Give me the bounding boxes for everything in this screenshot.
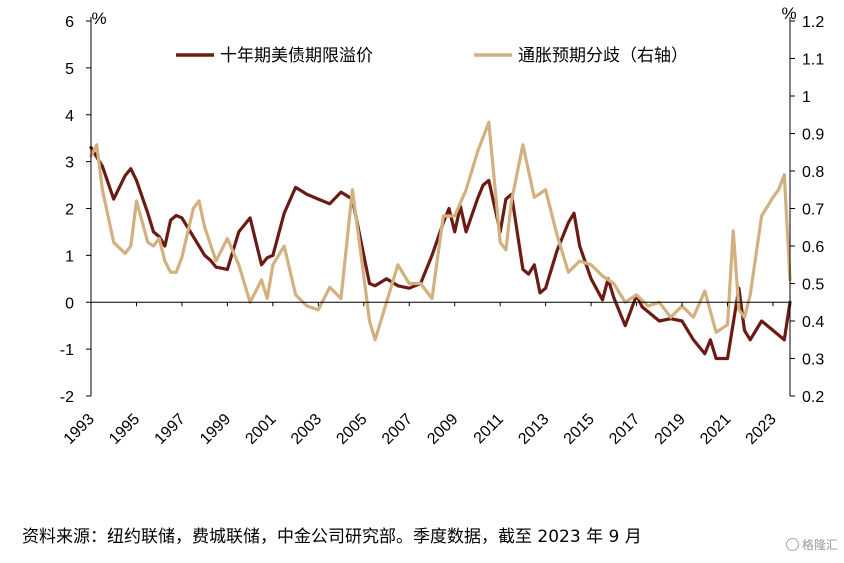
legend-label: 十年期美债期限溢价 [220, 46, 373, 66]
x-tick-label: 2011 [471, 411, 507, 447]
right-tick-label: 0.7 [802, 202, 824, 219]
x-tick-label: 2009 [424, 411, 461, 448]
x-tick-label: 2003 [288, 411, 325, 448]
x-tick-label: 2007 [379, 411, 416, 448]
right-tick-label: 0.6 [802, 239, 824, 256]
left-tick-label: 1 [65, 248, 74, 265]
right-tick-label: 1.1 [802, 52, 824, 69]
x-tick-label: 2017 [606, 411, 643, 448]
right-tick-label: 0.9 [802, 127, 824, 144]
left-tick-label: 3 [65, 155, 74, 172]
source-note: 资料来源：纽约联储，费城联储，中金公司研究部。季度数据，截至 2023 年 9 … [22, 527, 642, 547]
right-tick-label: 1 [802, 89, 811, 106]
right-tick-label: 1.2 [802, 14, 824, 31]
x-tick-label: 2019 [652, 411, 689, 448]
watermark: 格隆汇 [785, 536, 838, 553]
watermark-text: 格隆汇 [801, 538, 838, 552]
right-tick-label: 0.2 [802, 389, 824, 406]
left-axis-unit: % [91, 9, 106, 28]
left-tick-label: 6 [65, 14, 74, 31]
brand-logo-icon [785, 538, 799, 551]
x-tick-label: 1993 [61, 411, 98, 448]
x-tick-label: 2023 [743, 411, 780, 448]
x-tick-label: 2001 [242, 411, 279, 448]
right-tick-label: 0.3 [802, 352, 824, 369]
right-tick-label: 0.5 [802, 277, 824, 294]
left-tick-label: 5 [65, 61, 74, 78]
left-tick-label: -1 [60, 342, 74, 359]
x-tick-label: 2005 [333, 411, 370, 448]
left-tick-label: -2 [60, 389, 74, 406]
left-tick-label: 0 [65, 295, 74, 312]
term-premium-line [89, 146, 792, 361]
left-tick-label: 2 [65, 202, 74, 219]
legend-label: 通胀预期分歧（右轴） [518, 46, 688, 66]
x-tick-label: 2015 [561, 411, 598, 448]
left-tick-label: 4 [65, 108, 74, 125]
right-axis-unit: % [781, 4, 796, 23]
x-tick-label: 1995 [106, 411, 143, 448]
x-tick-label: 1997 [152, 411, 189, 448]
chart: 6 5 4 3 2 1 0 -1 -2 1.2 1.1 1 0.9 0.8 0.7 0.6 0.5 0.4 0.3 0… [60, 4, 825, 448]
x-tick-label: 2013 [515, 411, 552, 448]
x-tick-label: 1999 [197, 411, 234, 448]
inflation-divergence-line [89, 120, 792, 342]
x-tick-label: 2021 [697, 411, 734, 448]
right-tick-label: 0.4 [802, 314, 824, 331]
right-tick-label: 0.8 [802, 164, 824, 181]
